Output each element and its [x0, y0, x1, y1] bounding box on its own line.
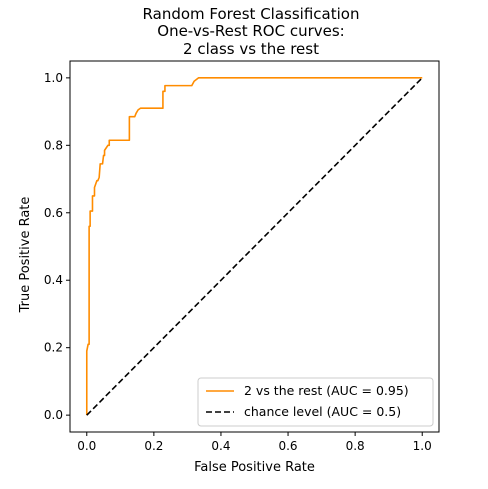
chart-title-line-3: 2 class vs the rest [183, 40, 319, 58]
series-line-0 [85, 77, 423, 416]
chart-title-line-2: One-vs-Rest ROC curves: [157, 22, 344, 40]
legend-label-0: 2 vs the rest (AUC = 0.95) [244, 383, 409, 398]
y-tick-label-1: 0.2 [44, 341, 63, 355]
y-tick-label-2: 0.4 [44, 273, 63, 287]
series-line-1 [86, 77, 423, 416]
x-axis-label: False Positive Rate [194, 460, 315, 475]
y-tick-label-5: 1.0 [44, 71, 63, 85]
x-tick-label-3: 0.6 [278, 439, 297, 453]
axes-frame [69, 60, 440, 433]
plot-area: 0.0 0.2 0.4 0.6 0.8 1.0 0.0 0.2 0.4 0.6 0.8 1.0 2 vs… [44, 60, 440, 453]
y-tick-label-0: 0.0 [44, 408, 63, 422]
x-tick-label-4: 0.8 [346, 439, 365, 453]
x-tick-label-0: 0.0 [77, 439, 96, 453]
y-tick-label-3: 0.6 [44, 206, 63, 220]
y-axis-label: True Positive Rate [18, 197, 33, 314]
x-tick-label-2: 0.4 [211, 439, 230, 453]
legend [197, 377, 434, 427]
chart-title-line-1: Random Forest Classification [143, 5, 360, 23]
x-tick-label-5: 1.0 [413, 439, 432, 453]
x-tick-label-1: 0.2 [144, 439, 163, 453]
y-tick-label-4: 0.8 [44, 138, 63, 152]
legend-label-1: chance level (AUC = 0.5) [244, 404, 401, 419]
